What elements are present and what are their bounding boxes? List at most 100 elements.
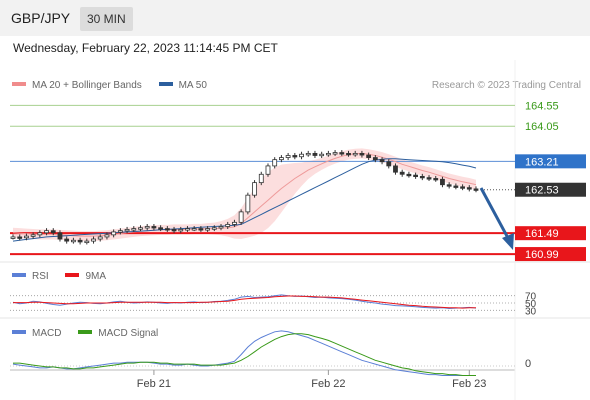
candle-body: [70, 239, 76, 243]
candle-body: [366, 154, 372, 158]
legend-macd-signal-label: MACD Signal: [98, 328, 159, 339]
candle-body: [426, 177, 432, 180]
candle-body: [279, 157, 284, 161]
last-price-tag: [515, 182, 586, 197]
candle-body: [10, 236, 16, 239]
copyright-text: Research © 2023 Trading Central: [431, 80, 581, 91]
candle-body: [164, 228, 170, 231]
candle-body: [185, 228, 190, 231]
candle-body: [460, 186, 465, 189]
macd-level-label: 0: [525, 358, 531, 370]
candle-body: [64, 238, 70, 242]
rsi-level-label: 50: [525, 299, 537, 310]
candle-body: [138, 227, 143, 230]
bollinger-band: [13, 148, 476, 242]
candle-body: [50, 230, 56, 234]
candle-body: [77, 239, 83, 243]
x-tick-label: Feb 22: [311, 378, 345, 390]
legend-ma50-label: MA 50: [178, 80, 207, 91]
support-price-label: 161.49: [525, 228, 559, 240]
candle-body: [124, 229, 130, 232]
candle-body: [205, 228, 210, 231]
legend-item-ma50: MA 50: [158, 80, 207, 91]
candle-body: [372, 157, 378, 161]
candle-body: [453, 185, 459, 188]
candle-body: [178, 229, 184, 232]
candle-body: [144, 226, 150, 229]
ma20-swatch: [12, 82, 26, 87]
last-price-label: 162.53: [525, 185, 559, 197]
candle-body: [111, 231, 117, 236]
candle-body: [419, 175, 425, 179]
candle-body: [299, 153, 304, 158]
candle-body: [97, 236, 103, 240]
candle-body: [211, 227, 217, 230]
x-tick-label: Feb 23: [452, 378, 486, 390]
candle-body: [232, 221, 237, 225]
support-price-tag: [515, 247, 586, 262]
candle-body: [292, 155, 298, 158]
legend-rsi-ma-label: 9MA: [85, 271, 107, 282]
candle-body: [258, 173, 264, 184]
macd-legend: MACD MACD Signal: [12, 328, 172, 339]
macd-swatch: [12, 330, 26, 335]
candle-body: [393, 165, 398, 173]
candle-body: [312, 152, 318, 156]
ma50-price-label: 163.21: [525, 156, 559, 168]
candle-body: [104, 234, 110, 238]
legend-item-macd-signal: MACD Signal: [78, 328, 158, 339]
target-level-label: 164.05: [525, 121, 559, 133]
candle-body: [446, 184, 452, 187]
rsi-level-label: 30: [525, 306, 537, 317]
legend-item-macd: MACD: [12, 328, 61, 339]
chart-header: GBP/JPY 30 MIN: [0, 0, 590, 36]
legend-item-ma20: MA 20 + Bollinger Bands: [12, 80, 142, 91]
forecast-arrow-head: [502, 233, 514, 250]
candle-body: [17, 236, 23, 239]
candle-body: [285, 155, 291, 158]
candle-body: [359, 152, 365, 156]
price-legend: MA 20 + Bollinger Bands MA 50: [12, 80, 221, 91]
macd-signal-swatch: [78, 330, 93, 335]
rsi-level-label: 70: [525, 292, 537, 303]
candle-body: [37, 232, 43, 236]
macd-line: [12, 330, 476, 376]
forecast-arrow-shaft: [479, 187, 510, 239]
candle-body: [440, 178, 445, 186]
candle-body: [272, 159, 278, 167]
legend-macd-label: MACD: [32, 328, 62, 339]
candle-body: [151, 226, 157, 229]
rsi-line: [12, 294, 477, 310]
ma50-price-tag: [515, 154, 586, 169]
candle-body: [245, 194, 251, 213]
timeframe-badge[interactable]: 30 MIN: [80, 7, 133, 31]
candle-body: [158, 227, 164, 230]
candle-body: [406, 173, 412, 177]
candle-body: [466, 187, 472, 190]
candle-body: [473, 188, 479, 191]
ma20-line: [12, 152, 477, 237]
candle-body: [346, 152, 351, 156]
candle-body: [238, 211, 244, 223]
support-price-label: 160.99: [525, 249, 559, 261]
candle-body: [24, 235, 29, 239]
candle-body: [386, 161, 392, 167]
legend-ma20-label: MA 20 + Bollinger Bands: [32, 80, 142, 91]
candle-body: [252, 182, 257, 196]
target-level-label: 164.55: [525, 100, 559, 112]
candle-body: [57, 232, 63, 240]
legend-item-rsi: RSI: [12, 271, 49, 282]
ma50-swatch: [158, 82, 173, 87]
candle-body: [91, 238, 96, 242]
candle-body: [117, 230, 123, 233]
candle-body: [131, 228, 137, 231]
candle-body: [352, 152, 358, 156]
candle-body: [30, 234, 36, 237]
candle-body: [305, 152, 311, 156]
legend-rsi-label: RSI: [32, 271, 49, 282]
candle-body: [171, 229, 177, 232]
ma50-line: [12, 158, 477, 242]
candle-body: [433, 178, 439, 181]
candle-body: [44, 230, 49, 234]
